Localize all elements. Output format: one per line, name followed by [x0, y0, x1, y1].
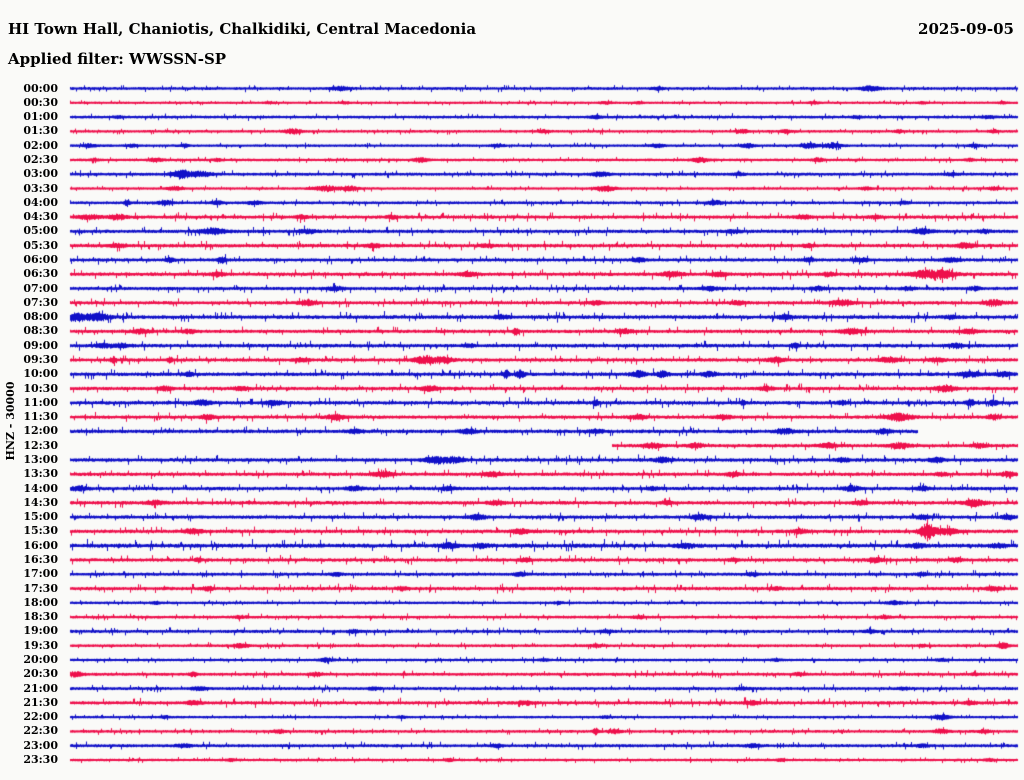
time-label: 19:00 [23, 624, 58, 638]
time-label: 14:30 [23, 495, 58, 509]
time-label: 14:00 [23, 481, 58, 495]
time-label: 03:30 [23, 181, 58, 195]
time-label: 08:30 [23, 324, 58, 338]
filter-label: Applied filter: WWSSN-SP [8, 50, 227, 68]
time-label: 11:00 [23, 395, 58, 409]
time-label: 10:00 [23, 367, 58, 381]
time-label: 13:30 [23, 467, 58, 481]
time-label: 22:30 [23, 724, 58, 738]
time-label: 23:00 [23, 738, 58, 752]
time-label: 09:00 [23, 338, 58, 352]
time-label: 06:00 [23, 252, 58, 266]
station-title: HI Town Hall, Chaniotis, Chalkidiki, Cen… [8, 20, 477, 38]
time-label: 17:00 [23, 567, 58, 581]
time-label: 16:00 [23, 538, 58, 552]
time-label: 01:00 [23, 110, 58, 124]
time-label: 16:30 [23, 552, 58, 566]
time-label: 06:30 [23, 267, 58, 281]
time-label: 00:30 [23, 95, 58, 109]
time-label: 15:30 [23, 524, 58, 538]
time-label: 05:00 [23, 224, 58, 238]
time-label: 15:00 [23, 510, 58, 524]
date-label: 2025-09-05 [918, 20, 1014, 38]
time-label: 12:30 [23, 438, 58, 452]
time-label: 02:30 [23, 152, 58, 166]
time-label: 07:30 [23, 295, 58, 309]
time-label: 03:00 [23, 167, 58, 181]
time-label: 18:00 [23, 595, 58, 609]
time-label: 10:30 [23, 381, 58, 395]
time-label: 17:30 [23, 581, 58, 595]
time-label: 23:30 [23, 753, 58, 766]
time-label: 20:30 [23, 667, 58, 681]
time-label: 05:30 [23, 238, 58, 252]
time-label: 08:00 [23, 310, 58, 324]
time-label: 21:30 [23, 695, 58, 709]
time-label: 00:00 [23, 81, 58, 95]
time-label: 19:30 [23, 638, 58, 652]
time-label: 09:30 [23, 352, 58, 366]
time-axis: 00:00 00:30 01:00 01:30 02:00 02:30 03:00 03:30… [0, 0, 58, 780]
time-label: 22:00 [23, 710, 58, 724]
time-label: 13:00 [23, 452, 58, 466]
time-label: 02:00 [23, 138, 58, 152]
time-label: 07:00 [23, 281, 58, 295]
time-label: 20:00 [23, 652, 58, 666]
time-label: 18:30 [23, 610, 58, 624]
time-label: 01:30 [23, 124, 58, 138]
time-label: 04:30 [23, 210, 58, 224]
time-label: 21:00 [23, 681, 58, 695]
time-label: 11:30 [23, 410, 58, 424]
time-label: 04:00 [23, 195, 58, 209]
time-label: 12:00 [23, 424, 58, 438]
